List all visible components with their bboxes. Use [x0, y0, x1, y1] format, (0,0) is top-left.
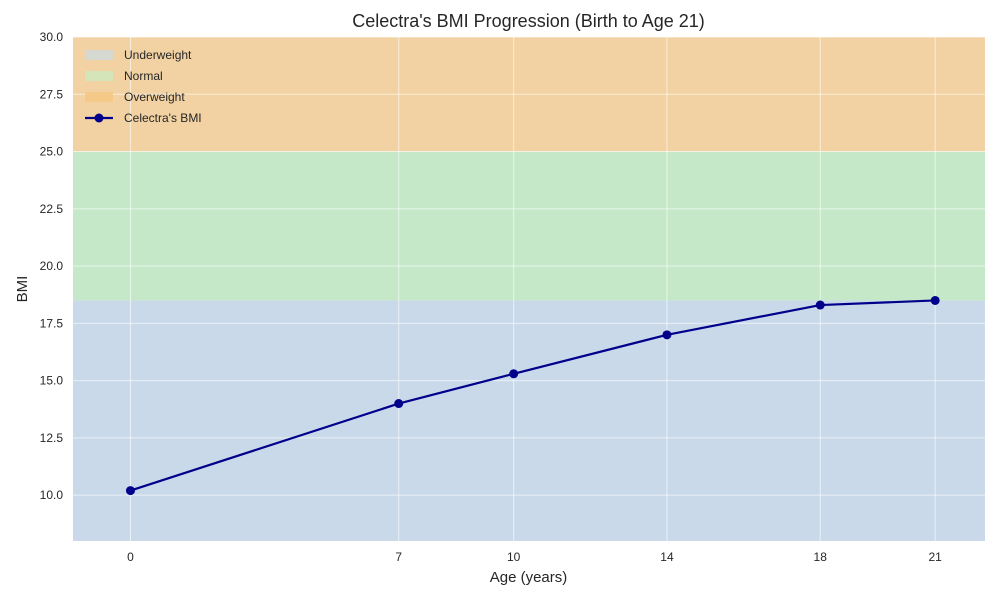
x-tick-label: 0 [127, 550, 134, 564]
y-tick-label: 12.5 [40, 431, 64, 445]
data-point [662, 330, 672, 340]
legend-label: Normal [124, 69, 163, 83]
y-axis-label: BMI [14, 276, 31, 303]
series-layer [125, 295, 940, 496]
plot-area [73, 36, 985, 541]
y-tick-label: 17.5 [40, 316, 64, 330]
legend-label: Underweight [124, 48, 192, 62]
legend: Underweight Normal Overweight Celectra's BM… [85, 48, 202, 125]
x-axis-label: Age (years) [490, 569, 568, 586]
x-tick-label: 7 [395, 550, 402, 564]
data-point [394, 399, 404, 409]
data-point [930, 295, 940, 305]
legend-swatch-normal [85, 71, 113, 81]
y-tick-label: 22.5 [40, 202, 64, 216]
y-axis-ticks: 10.0 12.5 15.0 17.5 20.0 22.5 25.0 27.5 30.0 [40, 30, 64, 502]
legend-label: Celectra's BMI [124, 111, 202, 125]
x-tick-label: 18 [814, 550, 828, 564]
y-tick-label: 25.0 [40, 145, 64, 159]
legend-label: Overweight [124, 90, 185, 104]
y-tick-label: 27.5 [40, 87, 64, 101]
x-axis-ticks: 0 7 10 14 18 21 [127, 550, 942, 564]
data-point [815, 300, 825, 310]
legend-swatch-underweight [85, 50, 113, 60]
band-underweight [73, 300, 985, 541]
x-tick-label: 10 [507, 550, 521, 564]
y-tick-label: 10.0 [40, 488, 64, 502]
legend-swatch-overweight [85, 92, 113, 102]
x-tick-label: 21 [929, 550, 943, 564]
series-line [130, 299, 936, 492]
x-tick-label: 14 [660, 550, 674, 564]
band-normal [73, 151, 985, 301]
data-point [125, 486, 135, 496]
grid [73, 36, 985, 541]
y-tick-label: 15.0 [40, 374, 64, 388]
y-tick-label: 30.0 [40, 30, 64, 44]
bmi-bands [73, 37, 985, 541]
chart-title: Celectra's BMI Progression (Birth to Age… [352, 11, 705, 31]
data-point [509, 369, 519, 379]
y-tick-label: 20.0 [40, 259, 64, 273]
legend-marker [94, 113, 104, 123]
